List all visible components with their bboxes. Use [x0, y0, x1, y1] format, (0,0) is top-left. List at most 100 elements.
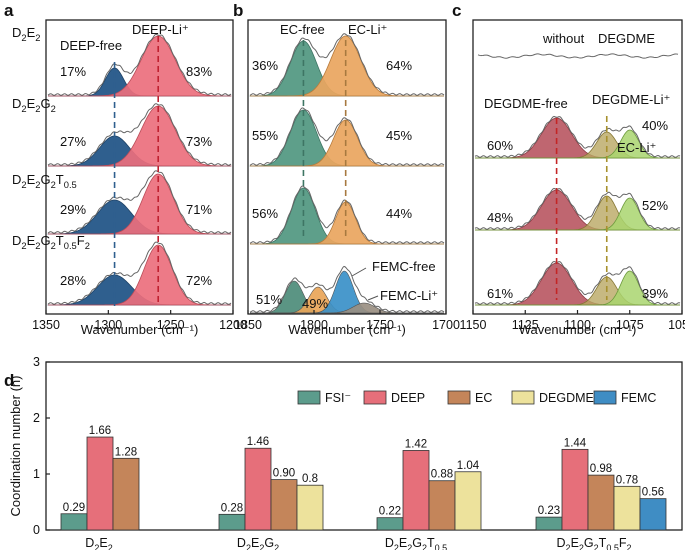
subscript: 0.5: [606, 543, 619, 550]
bar-value-label: 0.22: [379, 506, 401, 518]
bar-value-label: 1.46: [247, 436, 269, 448]
legend-label: FEMC: [621, 391, 656, 405]
li-percent: 40%: [642, 118, 668, 133]
symbol: D: [12, 25, 21, 40]
subscript: 0.5: [435, 543, 448, 550]
subscript: 2: [259, 543, 264, 550]
femc-li-pointer: [367, 295, 379, 301]
free-percent: 27%: [60, 134, 86, 149]
y-axis-title: Coordination number (n): [8, 376, 23, 517]
sample-name: D2E2G2T0.5F2: [12, 233, 90, 251]
free-percent: 56%: [252, 206, 278, 221]
panel-b-frame: [247, 19, 447, 315]
x-tick-label: 1300: [94, 318, 122, 332]
spectrum-trace: [249, 265, 445, 313]
category-label: D2E2G2T0.5F2: [557, 536, 632, 550]
bar-deep: [244, 447, 272, 531]
spectrum-trace: [47, 241, 232, 305]
free-percent: 29%: [60, 202, 86, 217]
x-tick-label: 1075: [616, 318, 644, 332]
symbol: D: [385, 536, 394, 550]
legend-swatch: [511, 390, 535, 405]
symbol: T: [599, 536, 607, 550]
bar-degdme: [296, 484, 324, 531]
symbol: T: [56, 172, 64, 187]
legend-swatch: [593, 390, 617, 405]
sample-name: D2E2G2: [12, 96, 56, 114]
x-tick-label: 1850: [234, 318, 262, 332]
category-label: D2E2G2: [237, 536, 279, 550]
li-percent: 39%: [642, 286, 668, 301]
panel-b-ec-spectra: 36% 64% 55% 45% 56% 44% 51% 49% FEMC-free FEMC-Li…: [234, 19, 460, 337]
symbol: E: [571, 536, 579, 550]
subscript: 0.5: [64, 180, 77, 190]
bar-fsi: [376, 517, 404, 531]
deep-li-peak: [48, 173, 231, 235]
li-percent: 72%: [186, 273, 212, 288]
subscript: 2: [51, 104, 56, 114]
subscript: 2: [94, 543, 99, 550]
x-tick-label: 1700: [432, 318, 460, 332]
y-tick-label: 3: [33, 355, 40, 369]
subscript: 2: [51, 241, 56, 251]
bar-femc: [639, 498, 667, 531]
bar-value-label: 1.42: [405, 438, 427, 450]
subscript: 0.5: [64, 241, 77, 251]
spectrum-trace: [249, 185, 445, 244]
bar-ec: [587, 474, 615, 531]
symbol: G: [264, 536, 274, 550]
femc-li-peak: [250, 302, 444, 314]
symbol: E: [251, 536, 259, 550]
bar-fsi: [535, 516, 563, 531]
legend-swatch: [363, 390, 387, 405]
li-percent: 44%: [386, 206, 412, 221]
deep-li-peak: [48, 105, 232, 167]
peak-percent: 49%: [302, 296, 328, 311]
bar-value-label: 0.98: [590, 463, 612, 475]
symbol: E: [27, 172, 36, 187]
bar-ec: [428, 480, 456, 531]
subscript: 2: [108, 543, 113, 550]
legend-label: DEGDME: [539, 391, 594, 405]
x-tick-label: 1750: [366, 318, 394, 332]
li-percent: 71%: [186, 202, 212, 217]
panel-letter-d: d: [4, 371, 14, 390]
symbol: D: [12, 233, 21, 248]
legend-label: FSI⁻: [325, 391, 351, 405]
legend-swatch: [447, 390, 471, 405]
symbol: D: [12, 172, 21, 187]
panel-letter-a: a: [4, 1, 14, 20]
deep-free-label: DEEP-free: [60, 38, 122, 53]
subscript: 2: [85, 241, 90, 251]
spectrum-trace: [249, 33, 445, 96]
spectrum-trace: [249, 107, 445, 166]
spectrum-trace: [47, 33, 232, 96]
x-tick-label: 1350: [32, 318, 60, 332]
symbol: G: [40, 172, 50, 187]
deep-li-peak: [48, 244, 231, 306]
symbol: F: [619, 536, 627, 550]
subscript: 2: [51, 180, 56, 190]
bar-value-label: 0.29: [63, 502, 85, 514]
bar-ec: [270, 479, 298, 531]
subscript: 2: [21, 180, 26, 190]
bar-deep: [561, 448, 589, 531]
x-tick-label: 1125: [512, 318, 539, 332]
deep-li-label: DEEP-Li⁺: [132, 22, 189, 37]
symbol: D: [12, 96, 21, 111]
symbol: E: [27, 233, 36, 248]
sample-name: D2E2: [12, 25, 40, 43]
category-label: D2E2: [85, 536, 112, 550]
panel-c-frame: [472, 19, 683, 315]
symbol: G: [40, 96, 50, 111]
subscript: 2: [21, 104, 26, 114]
subscript: 2: [35, 180, 40, 190]
without-label: without: [542, 31, 585, 46]
subscript: 2: [35, 104, 40, 114]
free-percent: 17%: [60, 64, 86, 79]
symbol: F: [77, 233, 85, 248]
li-percent: 73%: [186, 134, 212, 149]
